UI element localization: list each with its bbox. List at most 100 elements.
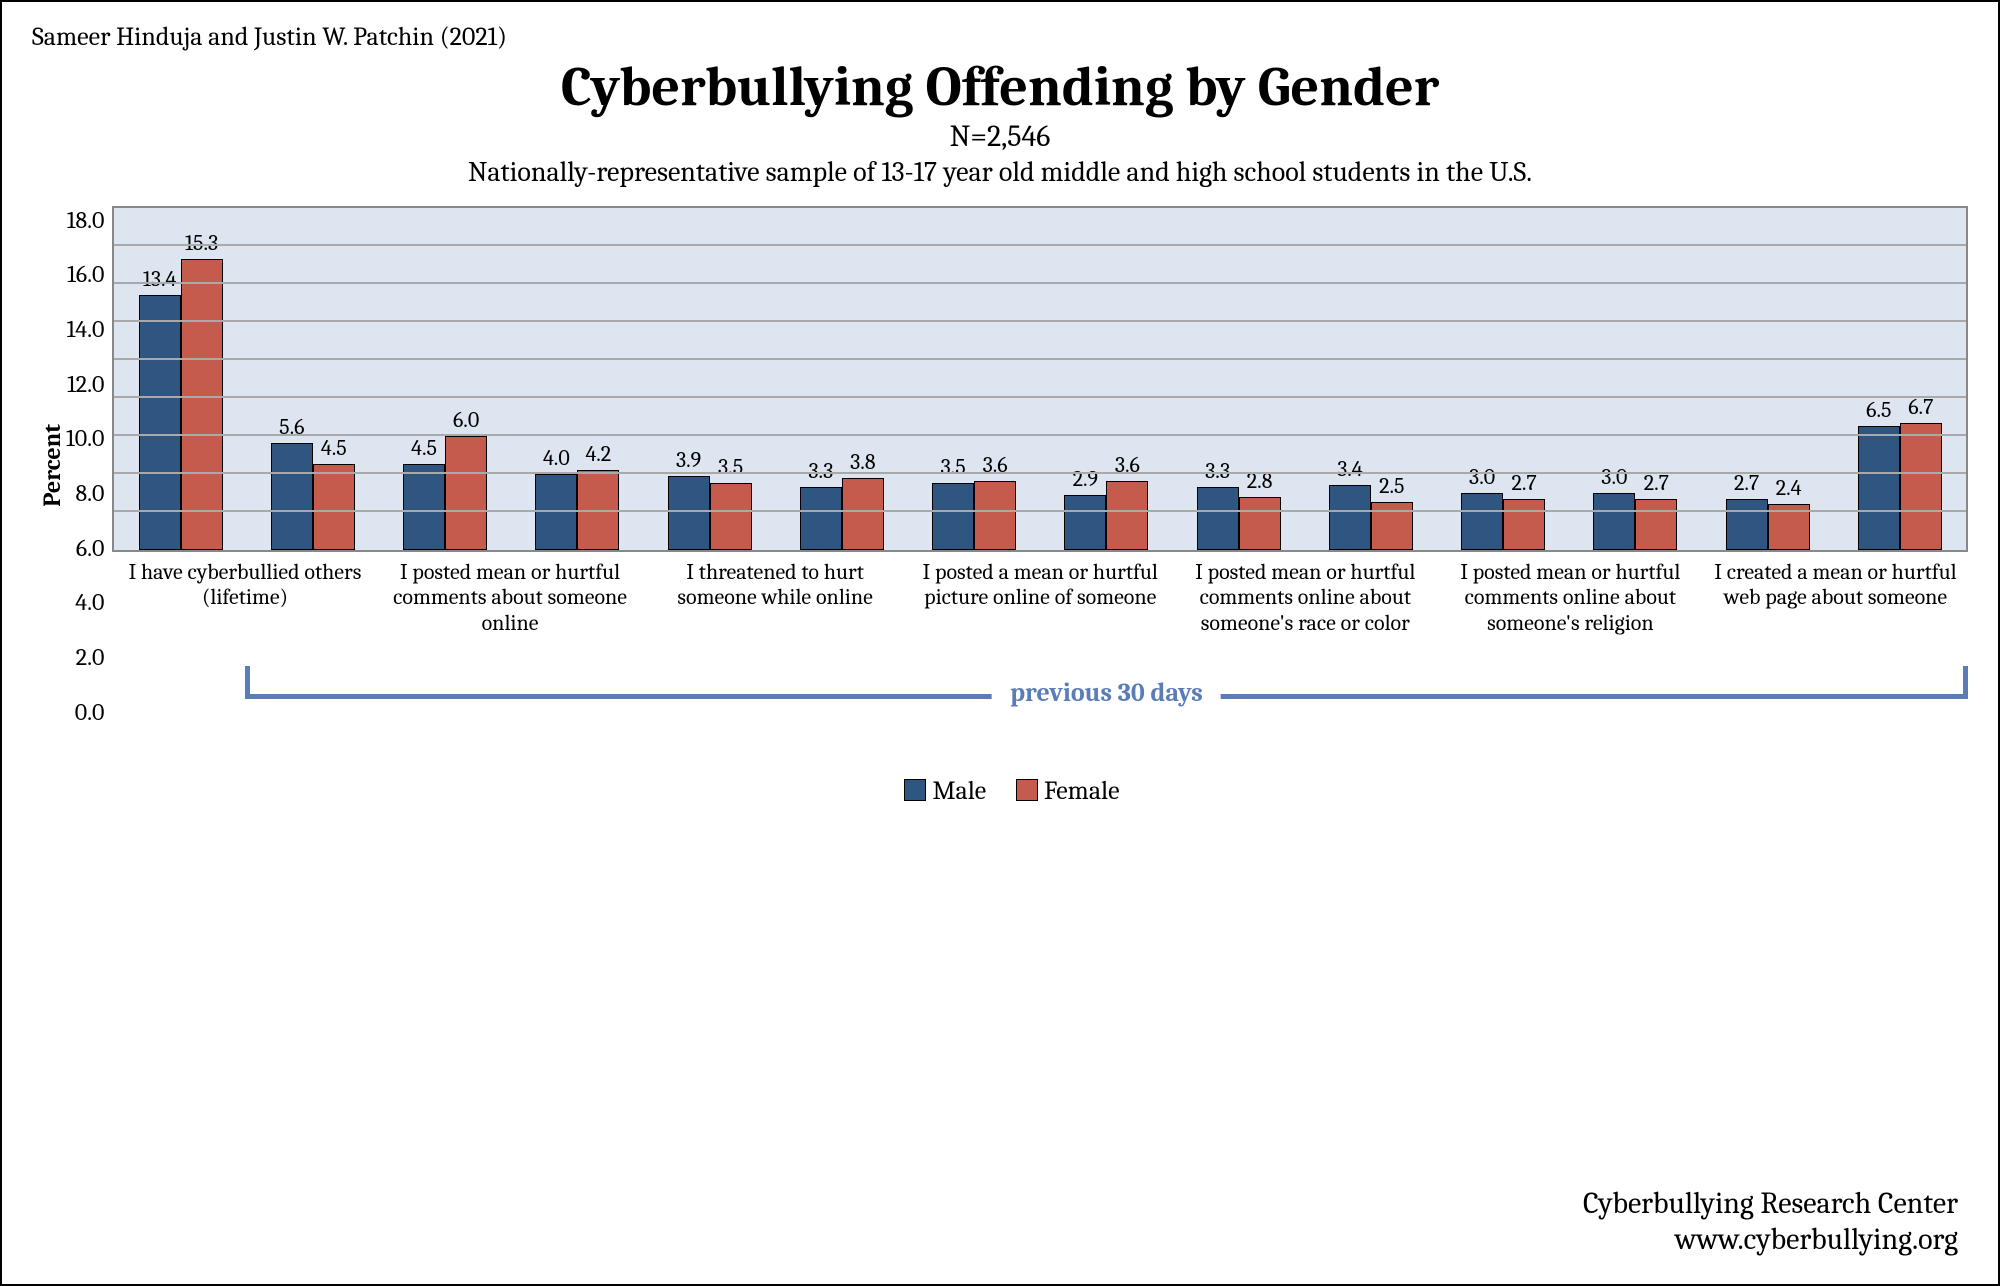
bar-value-label: 5.6 [279,414,304,440]
bar-female: 3.6 [1106,481,1148,549]
grid-line [114,510,1966,512]
bar-female: 4.5 [313,464,355,550]
grid-line [114,358,1966,360]
bar-female: 3.5 [710,483,752,550]
bar-group: 3.02.7 [1437,208,1569,550]
x-axis-label: I created a mean or hurtful web page abo… [1703,560,1968,636]
bar-group: 4.0 4.2 [511,208,643,550]
bar-value-label: 2.4 [1776,475,1802,501]
y-tick: 0.0 [75,698,105,726]
x-axis-label: I posted mean or hurtful comments online… [1438,560,1703,636]
grid-line [114,244,1966,246]
bar-value-label: 4.5 [321,435,347,461]
y-tick: 10.0 [66,424,104,452]
bar-value-label: 6.5 [1866,397,1891,423]
bars-container: 13.415.35.64.54.56.04.04.23.93.53.33.83.… [114,208,1966,550]
bar-value-label: 3.0 [1469,464,1495,490]
legend-label-male: Male [932,776,986,806]
bar-female: 15.3 [181,259,223,550]
bar-male: 3.3 [1197,487,1239,550]
y-tick: 12.0 [67,370,104,398]
bar-value-label: 2.5 [1379,473,1404,499]
bar-value-label: 6.0 [453,407,479,433]
grid-line [114,396,1966,398]
bar-group: 13.415.3 [114,208,246,550]
footer-url: www.cyberbullying.org [1583,1222,1958,1258]
chart-area: Percent 18.016.014.012.010.08.06.04.02.0… [32,206,1968,726]
bar-male: 3.4 [1329,485,1371,550]
subtitle-description: Nationally-representative sample of 13-1… [32,156,1968,188]
bar-group: 3.93.5 [643,208,775,550]
bar-female: 2.7 [1503,499,1545,550]
bar-female: 6.7 [1900,423,1942,550]
y-tick: 4.0 [75,588,104,616]
bar-group: 4.56.0 [379,208,511,550]
y-tick: 16.0 [67,260,104,288]
bar-value-label: 4.2 [585,441,611,467]
bar-male: 3.0 [1461,493,1503,550]
bar-male: 2.9 [1064,495,1106,550]
bar-male: 3.9 [668,476,710,550]
x-axis-label: I posted a mean or hurtful picture onlin… [908,560,1173,636]
bar-value-label: 3.4 [1337,456,1363,482]
bar-group: 5.6 4.5 [247,208,379,550]
bar-male: 4.5 [403,464,445,550]
bar-group: 3.32.8 [1172,208,1304,550]
bar-value-label: 3.5 [718,454,743,480]
bar-value-label: 4.0 [543,445,570,471]
bar-group: 6.56.7 [1834,208,1966,550]
x-axis-label: I posted mean or hurtful comments about … [378,560,643,636]
bar-value-label: 4.5 [411,435,437,461]
timeframe-bracket: previous 30 days [245,666,1968,699]
bracket-row: previous 30 days [112,666,1968,726]
bar-group: 3.33.8 [776,208,908,550]
grid-line [114,282,1966,284]
y-tick: 14.0 [67,315,105,343]
chart-title: Cyberbullying Offending by Gender [32,58,1968,117]
x-axis-label: I posted mean or hurtful comments online… [1173,560,1438,636]
bar-value-label: 3.6 [1115,452,1140,478]
y-axis-label: Percent [32,424,66,507]
x-axis-label: I threatened to hurt someone while onlin… [643,560,908,636]
grid-line [114,320,1966,322]
x-axis-label: I have cyberbullied others (lifetime) [112,560,377,636]
bar-female: 3.6 [974,481,1016,549]
bar-group: 3.53.6 [908,208,1040,550]
bracket-label: previous 30 days [992,678,1221,708]
bar-value-label: 3.9 [676,447,701,473]
bar-value-label: 3.5 [941,454,966,480]
bar-group: 2.7 2.4 [1701,208,1833,550]
bar-female: 3.8 [842,478,884,550]
bar-male: 3.3 [800,487,842,550]
bar-female: 2.7 [1635,499,1677,550]
legend: Male Female [32,776,1968,806]
bar-group: 3.02.7 [1569,208,1701,550]
bar-value-label: 3.8 [850,449,875,475]
authors-line: Sameer Hinduja and Justin W. Patchin (20… [32,22,1968,52]
bar-value-label: 3.0 [1601,464,1627,490]
footer-credit: Cyberbullying Research Center www.cyberb… [1583,1186,1958,1258]
bar-male: 3.5 [932,483,974,550]
y-tick: 18.0 [67,206,105,234]
bar-value-label: 2.9 [1073,466,1098,492]
bar-value-label: 13.4 [143,266,176,292]
subtitle-n: N=2,546 [32,119,1968,154]
legend-swatch-female [1016,779,1038,801]
bar-group: 2.93.6 [1040,208,1172,550]
legend-swatch-male [904,779,926,801]
bar-female: 2.8 [1239,497,1281,550]
x-axis-labels: I have cyberbullied others (lifetime)I p… [112,560,1968,636]
bar-male: 6.5 [1858,426,1900,550]
chart-page: Sameer Hinduja and Justin W. Patchin (20… [0,0,2000,1286]
bar-female: 6.0 [445,436,487,550]
bar-male: 2.7 [1726,499,1768,550]
bar-male: 3.0 [1593,493,1635,550]
bar-value-label: 3.6 [983,452,1008,478]
y-axis-ticks: 18.016.014.012.010.08.06.04.02.00.0 [66,206,112,726]
plot-area: 13.415.35.64.54.56.04.04.23.93.53.33.83.… [112,206,1968,552]
footer-org: Cyberbullying Research Center [1583,1186,1958,1222]
grid-line [114,472,1966,474]
y-tick: 8.0 [75,479,104,507]
legend-label-female: Female [1044,776,1120,806]
bar-group: 3.4 2.5 [1305,208,1437,550]
